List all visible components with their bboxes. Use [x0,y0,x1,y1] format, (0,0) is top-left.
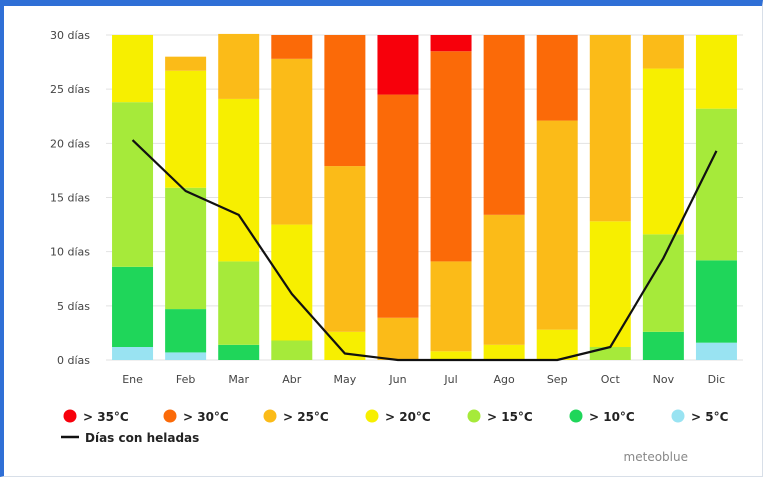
x-tick-label: Ago [494,373,516,386]
bar-segment [165,187,207,310]
x-tick-label: Abr [282,373,302,386]
x-axis-ticks: Ene Feb Mar Abr May Jun Jul Ago Sep Oct Nov Dic [122,373,725,386]
bar-segment [589,221,631,347]
bar-segment [589,347,631,360]
y-axis-ticks: 0 días 5 días 10 días 15 días 20 días 25 días… [50,29,90,367]
bar-segment [218,344,260,360]
y-tick-label: 10 días [50,246,90,259]
legend-marker [263,409,277,423]
bar-segment [112,35,154,103]
x-tick-label: Oct [601,373,621,386]
y-tick-label: 25 días [50,83,90,96]
bar-segment [589,35,631,222]
frost-days-line-path [131,139,718,362]
x-tick-label: May [334,373,357,386]
bar-segment [271,224,313,341]
bar-segment [642,68,684,235]
bar-segment [165,309,207,353]
bar-segment [536,120,578,330]
bar-segment [112,266,154,347]
legend-marker [467,409,481,423]
bar-segment [695,260,737,343]
legend-label: > 20°C [385,410,431,424]
x-tick-label: Mar [228,373,249,386]
y-tick-label: 20 días [50,137,90,150]
bar-segment [218,261,260,345]
bar-segment [271,35,313,59]
legend-label: > 5°C [691,410,729,424]
y-tick-label: 30 días [50,29,90,42]
legend-marker [365,409,379,423]
bar-segment [271,58,313,225]
x-tick-label: Nov [653,373,675,386]
chart-grid [106,34,743,361]
bar-segment [430,351,472,360]
bar-segment [642,35,684,69]
bar-segment [430,51,472,262]
bar-segment [695,108,737,261]
bar-segment [430,35,472,52]
bar-segment [483,344,525,360]
bar-segment [218,33,260,99]
legend-label: > 10°C [589,410,635,424]
legend-label: Días con heladas [85,431,199,445]
bar-segment [536,35,578,121]
y-tick-label: 15 días [50,192,90,205]
legend-label: > 35°C [83,410,129,424]
y-tick-label: 0 días [57,354,90,367]
y-tick-label: 5 días [57,300,90,313]
bar-segment [483,35,525,215]
legend-label: > 30°C [183,410,229,424]
bar-segment [377,317,419,360]
bar-segment [536,329,578,360]
bar-segment [112,347,154,360]
bar-segment [165,70,207,188]
bar-segment [642,331,684,360]
legend-label: > 25°C [283,410,329,424]
x-tick-label: Dic [708,373,726,386]
legend-marker [63,409,77,423]
x-tick-label: Jul [443,373,457,386]
bar-segment [430,261,472,352]
credit-label: meteoblue [624,450,688,464]
bar-segment [695,35,737,109]
bar-segment [165,56,207,71]
stacked-bars [112,33,737,360]
bar-segment [271,340,313,360]
bar-segment [483,214,525,345]
bar-segment [377,94,419,318]
x-tick-label: Sep [547,373,568,386]
bar-segment [112,102,154,267]
bar-segment [165,352,207,360]
bar-segment [324,35,366,167]
legend-marker [163,409,177,423]
legend-label: > 15°C [487,410,533,424]
bar-segment [377,35,419,95]
legend-marker [671,409,685,423]
x-tick-label: Jun [388,373,406,386]
bar-segment [695,342,737,360]
bar-segment [324,166,366,332]
legend-marker [569,409,583,423]
x-tick-label: Ene [122,373,143,386]
legend: > 35°C > 30°C > 25°C > 20°C > 15°C > 10°C > 5°… [61,409,729,445]
frost-days-line [131,139,718,362]
x-tick-label: Feb [176,373,195,386]
